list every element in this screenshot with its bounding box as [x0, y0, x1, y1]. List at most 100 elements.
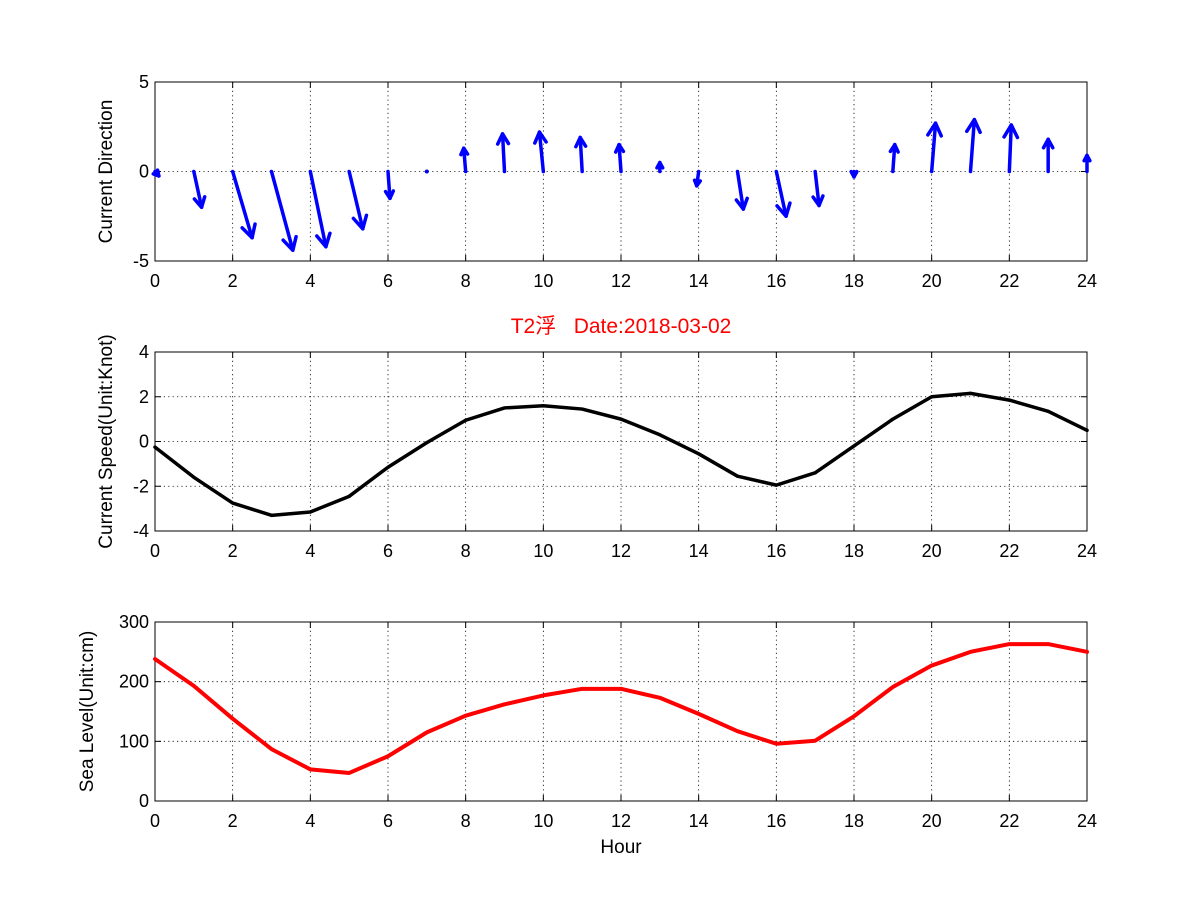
sea-level-data-point: [813, 739, 817, 743]
sea-level-data-point: [852, 714, 856, 718]
speed-data-point: [425, 441, 429, 445]
speed-ytick-label: -2: [133, 476, 149, 496]
speed-data-point: [1046, 409, 1050, 413]
speed-xtick-label: 16: [766, 541, 786, 561]
direction-arrow-head: [1082, 153, 1092, 163]
direction-arrow-head: [655, 160, 665, 170]
sea-level-xtick-label: 16: [766, 811, 786, 831]
direction-ylabel: Current Direction: [96, 100, 117, 244]
direction-arrow: [849, 169, 859, 179]
sea-level-xtick-label: 24: [1077, 811, 1097, 831]
speed-xtick-label: 2: [228, 541, 238, 561]
direction-arrow-head: [888, 142, 900, 154]
direction-arrow-head: [1002, 123, 1020, 140]
speed-data-point: [658, 433, 662, 437]
direction-arrow-shaft: [968, 117, 977, 174]
speed-data-point: [968, 391, 973, 395]
sea-level-data-point: [658, 696, 662, 700]
direction-arrow-head: [459, 146, 470, 157]
direction-arrow-shaft: [347, 169, 365, 231]
sea-level-data-point: [231, 717, 235, 721]
direction-arrow-shaft: [461, 146, 468, 174]
speed-data-point: [774, 483, 778, 487]
speed-ytick-label: 2: [139, 387, 149, 407]
sea-level-data-point: [347, 771, 351, 775]
sea-level-data-point: [619, 687, 623, 691]
direction-arrow: [1041, 137, 1055, 174]
sea-level-data-point: [774, 742, 778, 746]
direction-arrow-head: [192, 195, 207, 210]
direction-xtick-label: 20: [922, 271, 942, 291]
speed-data-point: [735, 474, 740, 478]
direction-arrow-head: [613, 142, 626, 154]
speed-xtick-label: 20: [922, 541, 942, 561]
direction-arrow-shaft: [192, 169, 204, 210]
speed-xtick-label: 6: [383, 541, 393, 561]
sea-level-data-point: [464, 714, 468, 718]
direction-xtick-label: 22: [999, 271, 1019, 291]
direction-arrow-shaft: [537, 130, 546, 174]
direction-arrow-head: [734, 196, 749, 211]
speed-data-point: [619, 417, 623, 421]
sea-level-data-point: [968, 650, 973, 654]
direction-arrow-head: [775, 201, 792, 218]
direction-arrow: [269, 169, 298, 253]
direction-arrow-head: [965, 117, 982, 135]
direction-arrow: [774, 169, 792, 218]
sea-level-data-point: [192, 684, 196, 688]
direction-arrow-head: [1041, 137, 1055, 150]
direction-arrow-shaft: [617, 142, 623, 174]
direction-arrow: [926, 121, 944, 174]
sea-level-data-point: [386, 754, 390, 758]
direction-arrow-head: [151, 168, 161, 178]
sea-level-xtick-label: 12: [611, 811, 631, 831]
direction-xtick-label: 10: [533, 271, 553, 291]
direction-arrow-head: [811, 194, 825, 208]
sea-level-xtick-label: 2: [228, 811, 238, 831]
direction-xtick-label: 6: [383, 271, 393, 291]
sea-level-data-point: [502, 702, 507, 706]
speed-data-point: [813, 471, 817, 475]
direction-arrow: [192, 169, 207, 210]
sea-level-data-point: [269, 747, 274, 751]
speed-xtick-label: 22: [999, 541, 1019, 561]
direction-xtick-label: 18: [844, 271, 864, 291]
speed-xtick-label: 12: [611, 541, 631, 561]
direction-arrow: [230, 169, 257, 240]
speed-data-point: [308, 510, 312, 514]
direction-arrow-head: [281, 234, 298, 253]
direction-xtick-label: 24: [1077, 271, 1097, 291]
sea-level-xtick-label: 20: [922, 811, 942, 831]
direction-arrow-head: [692, 178, 703, 188]
sea-level-xtick-label: 14: [689, 811, 709, 831]
speed-xtick-label: 8: [461, 541, 471, 561]
direction-arrow-head: [926, 121, 944, 138]
sea-level-data-point: [1085, 650, 1089, 654]
direction-arrow-shaft: [735, 169, 746, 211]
speed-ytick-label: -4: [133, 521, 149, 541]
direction-arrow: [655, 160, 665, 174]
speed-xtick-label: 18: [844, 541, 864, 561]
speed-data-point: [192, 475, 196, 479]
sea-level-data-point: [1046, 642, 1050, 646]
sea-level-data-point: [425, 730, 429, 734]
direction-arrow: [424, 169, 429, 174]
direction-arrow: [533, 130, 548, 174]
direction-xtick-label: 12: [611, 271, 631, 291]
direction-arrow: [734, 169, 749, 211]
direction-arrow-head: [351, 213, 369, 231]
direction-arrow-shaft: [1007, 123, 1014, 174]
sea-level-data-point: [891, 685, 895, 689]
sea-level-data-point: [308, 767, 312, 771]
direction-arrow: [613, 142, 626, 174]
sea-level-data-point: [580, 687, 584, 691]
speed-ytick-label: 0: [139, 432, 149, 452]
speed-xtick-label: 4: [305, 541, 315, 561]
direction-xtick-label: 2: [228, 271, 238, 291]
speed-xtick-label: 14: [689, 541, 709, 561]
direction-xtick-label: 14: [689, 271, 709, 291]
sea-level-ytick-label: 100: [119, 731, 149, 751]
direction-arrow-dot: [424, 169, 429, 174]
sea-level-data-point: [1007, 642, 1011, 646]
